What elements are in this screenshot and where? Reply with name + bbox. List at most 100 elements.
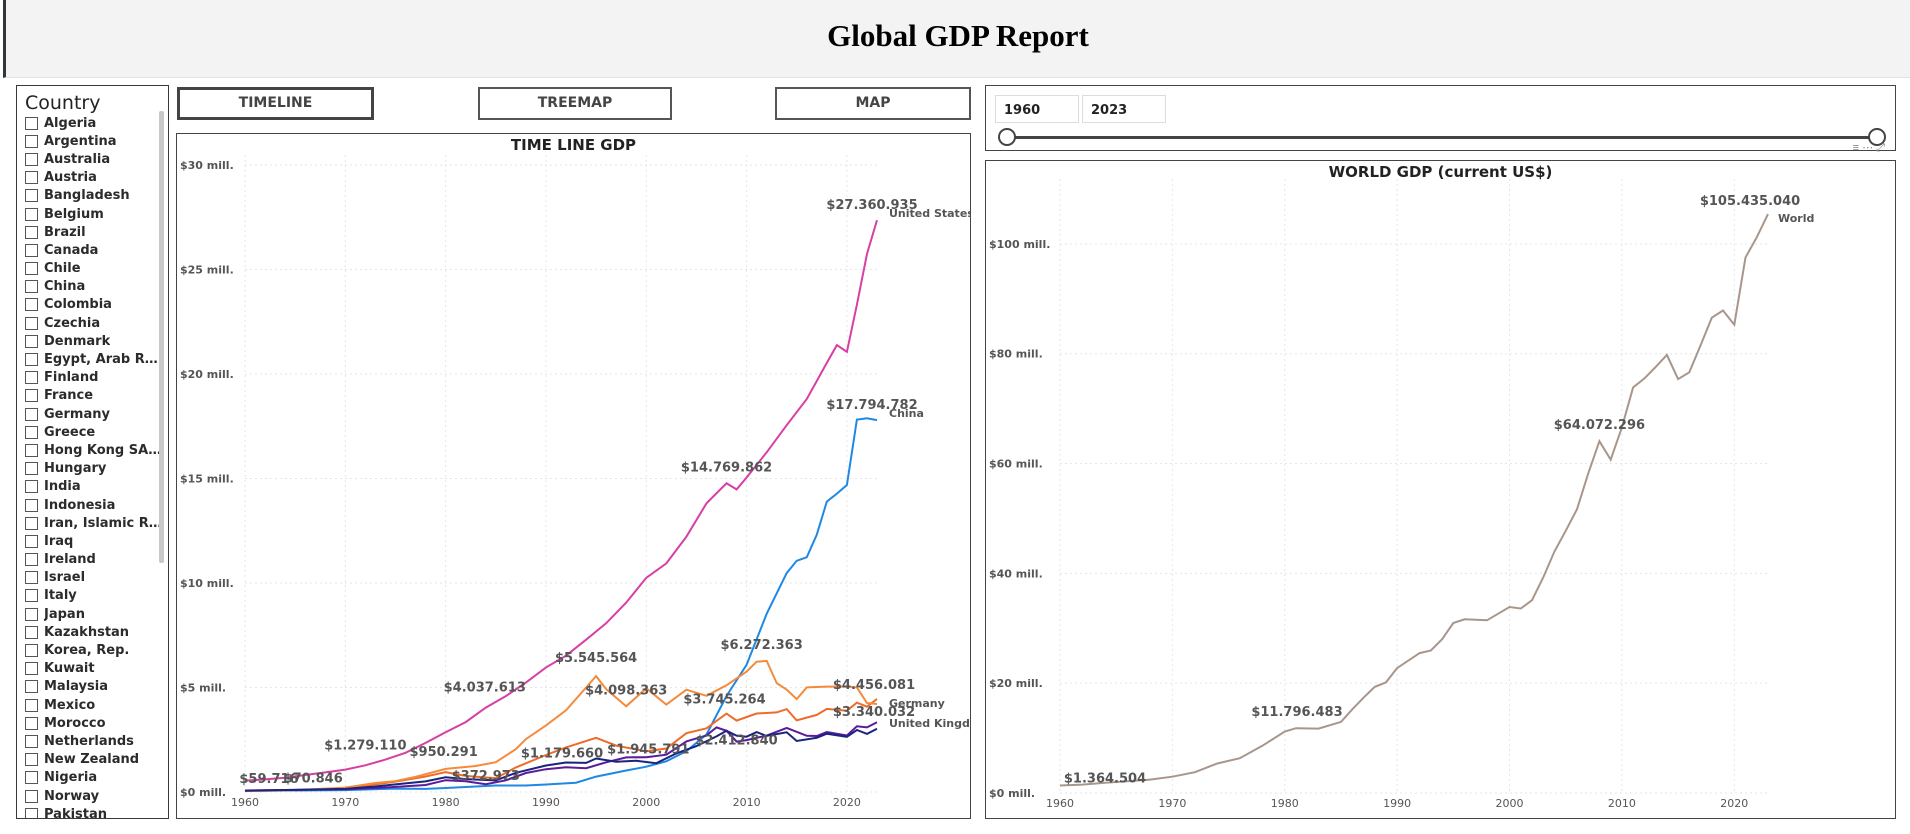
country-checkbox[interactable] bbox=[25, 571, 38, 585]
country-checkbox[interactable] bbox=[25, 443, 38, 457]
country-checkbox[interactable] bbox=[25, 716, 38, 730]
country-label: Austria bbox=[44, 170, 97, 186]
country-checkbox[interactable] bbox=[25, 407, 38, 421]
country-checkbox[interactable] bbox=[25, 152, 38, 166]
country-item[interactable]: Finland bbox=[25, 369, 165, 387]
country-checkbox[interactable] bbox=[25, 462, 38, 476]
country-item[interactable]: China bbox=[25, 278, 165, 296]
country-checkbox[interactable] bbox=[25, 425, 38, 439]
country-item[interactable]: Ireland bbox=[25, 551, 165, 569]
y-tick-label: $60 mill. bbox=[989, 458, 1043, 471]
country-checkbox[interactable] bbox=[25, 534, 38, 548]
country-checkbox[interactable] bbox=[25, 243, 38, 257]
end-year-input[interactable]: 2023 bbox=[1082, 95, 1166, 123]
country-checkbox[interactable] bbox=[25, 353, 38, 367]
country-item[interactable]: Indonesia bbox=[25, 496, 165, 514]
country-item[interactable]: Denmark bbox=[25, 332, 165, 350]
country-item[interactable]: Mexico bbox=[25, 696, 165, 714]
country-checkbox[interactable] bbox=[25, 189, 38, 203]
country-item[interactable]: Czechia bbox=[25, 314, 165, 332]
country-checkbox[interactable] bbox=[25, 262, 38, 276]
country-item[interactable]: Iran, Islamic Rep. bbox=[25, 514, 165, 532]
country-label: Denmark bbox=[44, 333, 111, 349]
country-item[interactable]: Kuwait bbox=[25, 660, 165, 678]
country-item[interactable]: Nigeria bbox=[25, 769, 165, 787]
country-item[interactable]: Brazil bbox=[25, 223, 165, 241]
country-checkbox[interactable] bbox=[25, 298, 38, 312]
country-item[interactable]: Bangladesh bbox=[25, 187, 165, 205]
start-year-input[interactable]: 1960 bbox=[995, 95, 1079, 123]
country-checkbox[interactable] bbox=[25, 698, 38, 712]
country-checkbox[interactable] bbox=[25, 771, 38, 785]
country-item[interactable]: Malaysia bbox=[25, 678, 165, 696]
country-checkbox[interactable] bbox=[25, 753, 38, 767]
country-item[interactable]: Norway bbox=[25, 787, 165, 805]
country-item[interactable]: Argentina bbox=[25, 132, 165, 150]
country-item[interactable]: India bbox=[25, 478, 165, 496]
country-item[interactable]: Pakistan bbox=[25, 805, 165, 818]
country-item[interactable]: New Zealand bbox=[25, 751, 165, 769]
country-checkbox[interactable] bbox=[25, 280, 38, 294]
country-checkbox[interactable] bbox=[25, 316, 38, 330]
year-slider-end-handle[interactable] bbox=[1868, 128, 1886, 146]
country-item[interactable]: Austria bbox=[25, 169, 165, 187]
country-item[interactable]: Hong Kong SAR... bbox=[25, 441, 165, 459]
series-line-united-kingdom[interactable] bbox=[244, 721, 878, 792]
country-item[interactable]: Egypt, Arab Rep. bbox=[25, 350, 165, 368]
country-item[interactable]: Netherlands bbox=[25, 732, 165, 750]
country-checkbox[interactable] bbox=[25, 516, 38, 530]
country-checkbox[interactable] bbox=[25, 225, 38, 239]
country-checkbox[interactable] bbox=[25, 116, 38, 130]
country-checkbox[interactable] bbox=[25, 480, 38, 494]
timeline-button[interactable]: TIMELINE bbox=[177, 87, 374, 120]
treemap-button[interactable]: TREEMAP bbox=[478, 87, 672, 120]
country-item[interactable]: Korea, Rep. bbox=[25, 641, 165, 659]
year-slider-start-handle[interactable] bbox=[998, 128, 1016, 146]
country-checkbox[interactable] bbox=[25, 607, 38, 621]
country-checkbox[interactable] bbox=[25, 662, 38, 676]
country-item[interactable]: Iraq bbox=[25, 532, 165, 550]
series-line-world[interactable] bbox=[1059, 213, 1769, 787]
country-checkbox[interactable] bbox=[25, 134, 38, 148]
country-checkbox[interactable] bbox=[25, 389, 38, 403]
country-item[interactable]: Chile bbox=[25, 260, 165, 278]
country-checkbox[interactable] bbox=[25, 334, 38, 348]
country-item[interactable]: Japan bbox=[25, 605, 165, 623]
x-tick-label: 2010 bbox=[733, 796, 761, 809]
country-item[interactable]: France bbox=[25, 387, 165, 405]
country-item[interactable]: Kazakhstan bbox=[25, 623, 165, 641]
country-checkbox[interactable] bbox=[25, 171, 38, 185]
series-line-united-states[interactable] bbox=[244, 219, 878, 782]
year-slider-track[interactable] bbox=[1006, 136, 1872, 139]
country-checkbox[interactable] bbox=[25, 498, 38, 512]
series-line-france[interactable] bbox=[244, 727, 878, 792]
country-checkbox[interactable] bbox=[25, 734, 38, 748]
country-item[interactable]: Canada bbox=[25, 241, 165, 259]
series-line-germany[interactable] bbox=[345, 698, 878, 789]
map-button[interactable]: MAP bbox=[775, 87, 971, 120]
series-line-japan[interactable] bbox=[244, 659, 878, 793]
country-checkbox[interactable] bbox=[25, 371, 38, 385]
country-item[interactable]: Hungary bbox=[25, 460, 165, 478]
country-item[interactable]: Italy bbox=[25, 587, 165, 605]
country-checkbox[interactable] bbox=[25, 207, 38, 221]
country-checkbox[interactable] bbox=[25, 644, 38, 658]
country-item[interactable]: Algeria bbox=[25, 114, 165, 132]
country-item[interactable]: Morocco bbox=[25, 714, 165, 732]
country-item[interactable]: Greece bbox=[25, 423, 165, 441]
country-item[interactable]: Colombia bbox=[25, 296, 165, 314]
country-item[interactable]: Germany bbox=[25, 405, 165, 423]
country-label: Canada bbox=[44, 242, 99, 258]
country-item[interactable]: Australia bbox=[25, 150, 165, 168]
country-checkbox[interactable] bbox=[25, 680, 38, 694]
country-checkbox[interactable] bbox=[25, 789, 38, 803]
country-item[interactable]: Belgium bbox=[25, 205, 165, 223]
country-list-scrollbar[interactable] bbox=[159, 111, 164, 563]
country-checkbox[interactable] bbox=[25, 553, 38, 567]
country-checkbox[interactable] bbox=[25, 807, 38, 818]
country-checkbox[interactable] bbox=[25, 589, 38, 603]
slicer-toolbar-icons[interactable]: ≡ ⋯ ⤢ bbox=[1852, 142, 1885, 154]
country-checkbox[interactable] bbox=[25, 625, 38, 639]
series-line-china[interactable] bbox=[244, 417, 878, 792]
country-item[interactable]: Israel bbox=[25, 569, 165, 587]
